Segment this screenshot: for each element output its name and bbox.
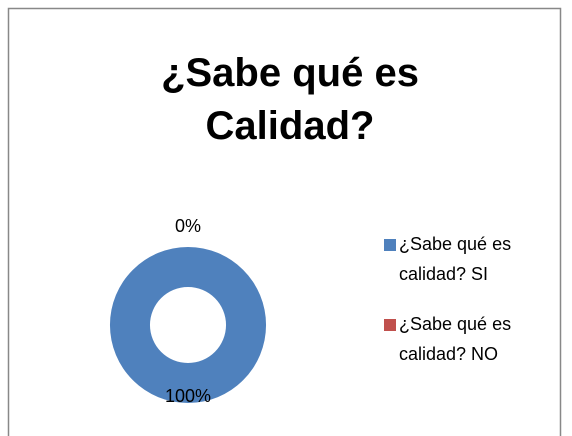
data-label: 0% <box>175 216 201 236</box>
legend-label: ¿Sabe qué es calidad? SI <box>399 234 511 284</box>
data-label: 100% <box>165 386 211 406</box>
donut-slice <box>109 247 267 404</box>
legend-swatch <box>384 319 396 331</box>
chart-border <box>7 7 562 436</box>
legend-label: ¿Sabe qué es calidad? NO <box>399 314 511 364</box>
chart-title: ¿Sabe qué es Calidad? <box>161 51 419 148</box>
legend-swatch <box>384 239 396 251</box>
